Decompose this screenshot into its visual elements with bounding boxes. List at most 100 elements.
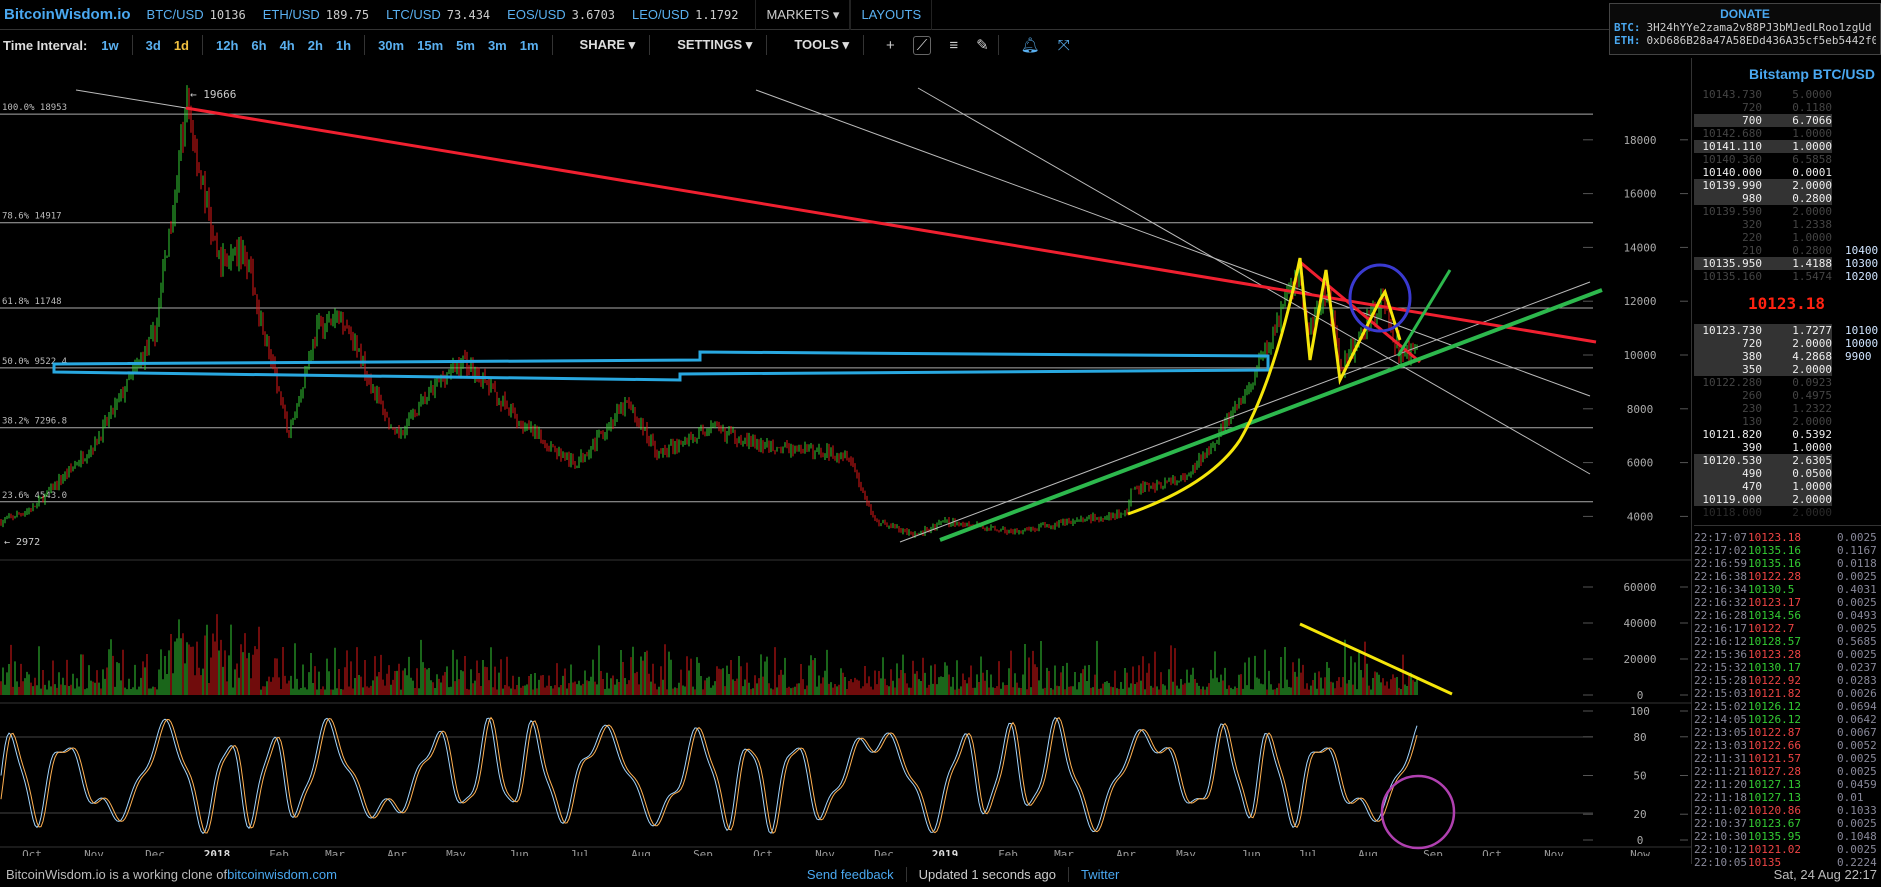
ask-row[interactable]: 980 0.2800 [1692, 192, 1881, 205]
interval-3d[interactable]: 3d [145, 37, 161, 53]
bid-row[interactable]: 10118.000 2.0000 [1692, 506, 1881, 519]
bid-row[interactable]: 10120.530 2.6305 [1692, 454, 1881, 467]
trade-price: 10121.57 [1748, 752, 1801, 765]
interval-5m[interactable]: 5m [456, 37, 475, 53]
trade-amount: 0.0025 [1837, 648, 1877, 661]
send-feedback-link[interactable]: Send feedback [807, 867, 907, 882]
trade-time: 22:15:32 [1694, 661, 1747, 674]
axis-tick-label: 14000 [1623, 241, 1656, 254]
x-axis-label: Jul [570, 848, 590, 856]
line-tool-icon[interactable]: ⟋ [912, 35, 932, 55]
ask-row[interactable]: 10142.680 1.0000 [1692, 127, 1881, 140]
ask-row[interactable]: 210 0.2800 10400 [1692, 244, 1881, 257]
btc-address[interactable]: 3H24hYYe2zama2v88PJ3bMJedLRoo1zgUd [1646, 21, 1872, 34]
order-amount: 5.0000 [1792, 88, 1832, 101]
ticker-eos-usd[interactable]: EOS/USD 3.6703 [507, 7, 615, 22]
interval-12h[interactable]: 12h [215, 37, 239, 53]
ask-row[interactable]: 720 0.1180 [1692, 101, 1881, 114]
trade-amount: 0.2224 [1837, 856, 1877, 869]
bid-row[interactable]: 490 0.0500 [1692, 467, 1881, 480]
ask-row[interactable]: 10139.990 2.0000 [1692, 179, 1881, 192]
order-price: 10139.990 [1702, 179, 1762, 192]
pen-icon[interactable]: ✎ [976, 37, 989, 54]
bid-row[interactable]: 470 1.0000 [1692, 480, 1881, 493]
bid-row[interactable]: 380 4.2868 9900 [1692, 350, 1881, 363]
resistance-line [1299, 260, 1421, 364]
trade-row: 22:10:37 10123.67 0.0025 [1692, 817, 1881, 830]
trade-history[interactable]: 22:17:07 10123.18 0.0025 22:17:02 10135.16 0.… [1692, 531, 1881, 871]
depth-level: 10400 [1845, 244, 1879, 257]
ask-row[interactable]: 220 1.0000 [1692, 231, 1881, 244]
bitcoinwisdom-link[interactable]: bitcoinwisdom.com [227, 867, 337, 882]
ask-row[interactable]: 10135.950 1.4188 10300 [1692, 257, 1881, 270]
bell-icon[interactable]: 🔔︎ [1020, 37, 1040, 54]
interval-15m[interactable]: 15m [417, 37, 444, 53]
bid-row[interactable]: 350 2.0000 [1692, 363, 1881, 376]
ask-row[interactable]: 10135.160 1.5474 10200 [1692, 270, 1881, 283]
bid-row[interactable]: 260 0.4975 [1692, 389, 1881, 402]
order-price: 10120.530 [1702, 454, 1762, 467]
x-axis-label: 2018 [204, 848, 231, 856]
interval-3m[interactable]: 3m [487, 37, 507, 53]
ticker-ltc-usd[interactable]: LTC/USD 73.434 [386, 7, 490, 22]
bid-row[interactable]: 10123.730 1.7277 10100 [1692, 324, 1881, 337]
logo[interactable]: BitcoinWisdom.io [4, 6, 131, 23]
trade-time: 22:13:03 [1694, 739, 1747, 752]
user-drawings[interactable] [52, 87, 1603, 850]
bid-row[interactable]: 130 2.0000 [1692, 415, 1881, 428]
ticker-btc-usd[interactable]: BTC/USD 10136 [147, 7, 246, 22]
interval-1d[interactable]: 1d [173, 37, 189, 53]
trade-time: 22:16:59 [1694, 557, 1747, 570]
twitter-link[interactable]: Twitter [1080, 867, 1120, 882]
trade-price: 10123.28 [1748, 648, 1801, 661]
bid-row[interactable]: 230 1.2322 [1692, 402, 1881, 415]
share-menu[interactable]: SHARE ▾ [579, 37, 636, 52]
price-chart[interactable]: 100.0% 18953 78.6% 14917 61.8% 11748 50.0% … [0, 60, 1691, 856]
ticker-eth-usd[interactable]: ETH/USD 189.75 [263, 7, 369, 22]
ask-row[interactable]: 320 1.2338 [1692, 218, 1881, 231]
eth-address[interactable]: 0xD686B28a47A58EDd436A35cf5eb5442f0ff6 [1646, 34, 1877, 47]
trade-price: 10122.28 [1748, 570, 1801, 583]
interval-1m[interactable]: 1m [519, 37, 539, 53]
ask-row[interactable]: 700 6.7066 [1692, 114, 1881, 127]
x-axis-label: Feb [998, 848, 1018, 856]
trade-price: 10135.16 [1748, 544, 1801, 557]
bid-row[interactable]: 10121.820 0.5392 [1692, 428, 1881, 441]
horizontal-lines-icon[interactable]: ≡ [949, 36, 959, 54]
ask-row[interactable]: 10143.730 5.0000 [1692, 88, 1881, 101]
order-amount: 2.0000 [1792, 493, 1832, 506]
bid-row[interactable]: 720 2.0000 10000 [1692, 337, 1881, 350]
ask-row[interactable]: 10139.590 2.0000 [1692, 205, 1881, 218]
bid-row[interactable]: 390 1.0000 [1692, 441, 1881, 454]
expand-icon[interactable]: ⤧ [1057, 36, 1070, 54]
trade-amount: 0.0118 [1837, 557, 1877, 570]
layouts-menu[interactable]: LAYOUTS [850, 0, 933, 30]
order-amount: 0.2800 [1792, 244, 1832, 257]
interval-2h[interactable]: 2h [307, 37, 323, 53]
bid-row[interactable]: 10119.000 2.0000 [1692, 493, 1881, 506]
interval-30m[interactable]: 30m [378, 37, 405, 53]
trade-row: 22:15:32 10130.17 0.0237 [1692, 661, 1881, 674]
ask-row[interactable]: 10140.360 6.5858 [1692, 153, 1881, 166]
interval-6h[interactable]: 6h [251, 37, 267, 53]
interval-1h[interactable]: 1h [335, 37, 352, 53]
plus-icon[interactable]: + [886, 36, 895, 54]
ticker-price: 3.6703 [571, 8, 616, 22]
trade-row: 22:10:12 10121.02 0.0025 [1692, 843, 1881, 856]
ask-row[interactable]: 10141.110 1.0000 [1692, 140, 1881, 153]
depth-level: 10200 [1845, 270, 1879, 283]
interval-4h[interactable]: 4h [279, 37, 295, 53]
order-amount: 1.4188 [1792, 257, 1832, 270]
interval-1w[interactable]: 1w [101, 37, 119, 53]
top-bar: BitcoinWisdom.io BTC/USD 10136 ETH/USD 189.… [0, 0, 1881, 30]
ask-row[interactable]: 10140.000 0.0001 [1692, 166, 1881, 179]
fib-level-label: 23.6% 4543.0 [2, 491, 67, 501]
bid-row[interactable]: 10122.280 0.0923 [1692, 376, 1881, 389]
trade-amount: 0.0283 [1837, 674, 1877, 687]
markets-menu[interactable]: MARKETS ▾ [755, 0, 851, 30]
settings-menu[interactable]: SETTINGS ▾ [677, 37, 753, 52]
ticker-leo-usd[interactable]: LEO/USD 1.1792 [632, 7, 738, 22]
trade-price: 10127.28 [1748, 765, 1801, 778]
fib-level-label: 100.0% 18953 [2, 103, 67, 113]
tools-menu[interactable]: TOOLS ▾ [794, 37, 850, 52]
